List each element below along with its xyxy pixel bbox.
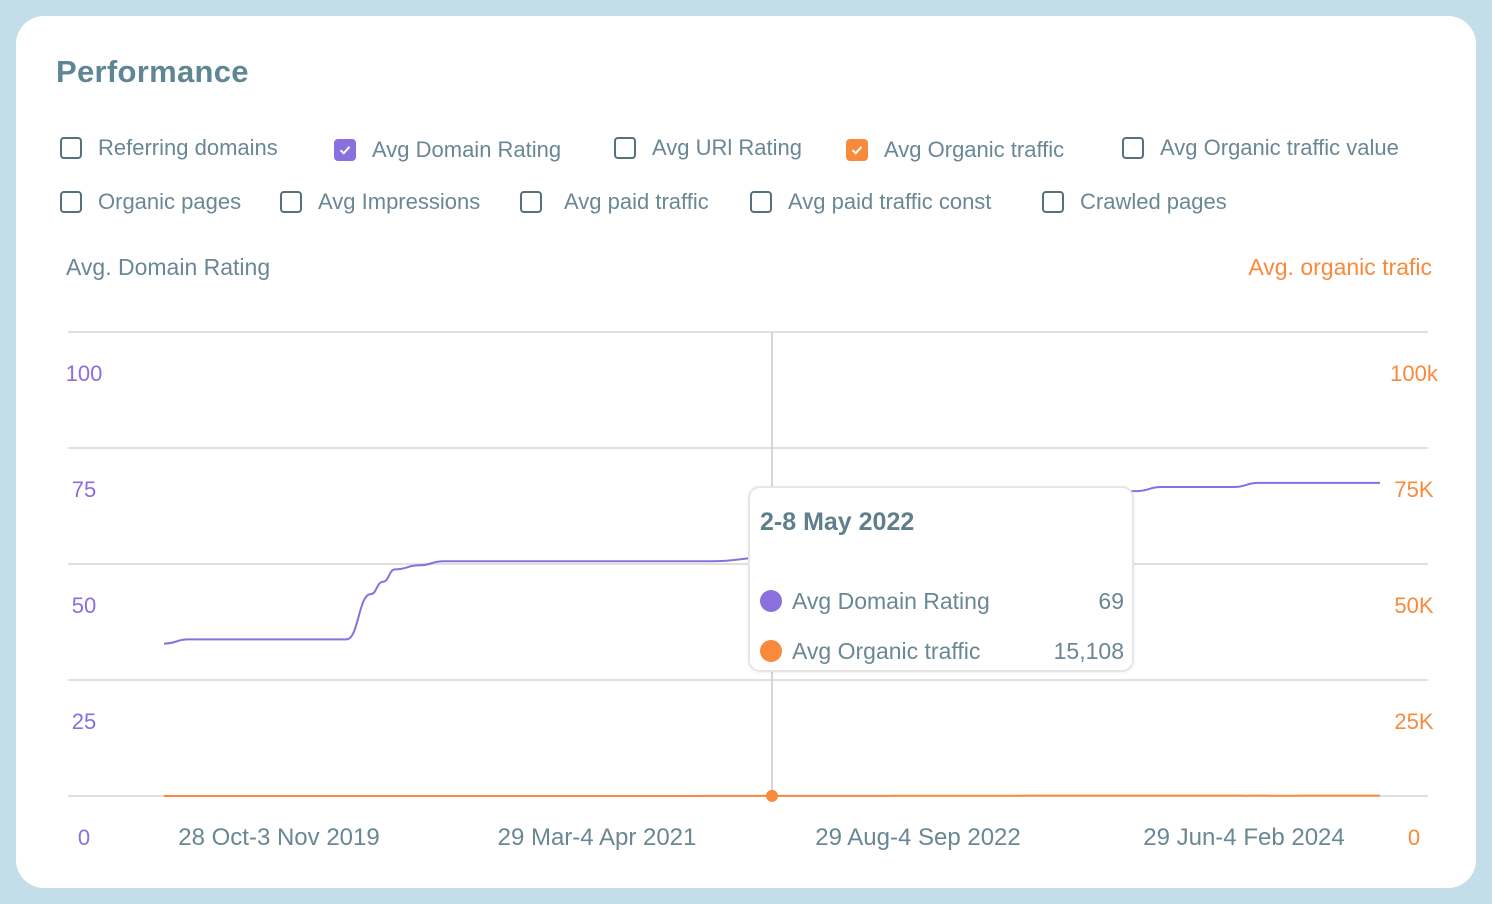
left-axis-title: Avg. Domain Rating — [66, 254, 271, 280]
metric-checkbox-avg-organic-traffic[interactable]: Avg Organic traffic — [846, 134, 1064, 166]
series-color-dot-icon — [760, 590, 782, 612]
metric-checkbox-avg-url-rating[interactable]: Avg URl Rating — [614, 132, 802, 164]
checked-checkbox-icon[interactable] — [846, 139, 868, 161]
right-axis-tick-label: 50K — [1394, 593, 1433, 618]
metric-checkbox-crawled-pages[interactable]: Crawled pages — [1042, 186, 1227, 218]
metric-checkbox-organic-pages[interactable]: Organic pages — [60, 186, 241, 218]
tooltip-label: Avg Organic traffic — [792, 637, 981, 664]
checkbox-icon[interactable] — [520, 191, 542, 213]
metric-checkbox-avg-organic-traffic-value[interactable]: Avg Organic traffic value — [1122, 132, 1399, 164]
x-axis-tick-label: 28 Oct-3 Nov 2019 — [178, 824, 379, 851]
metric-label: Crawled pages — [1080, 189, 1227, 214]
left-axis-tick-label: 50 — [72, 593, 96, 618]
metric-label: Referring domains — [98, 135, 278, 160]
hover-point-organic-traffic — [766, 789, 778, 802]
tooltip-row-organic-traffic: Avg Organic traffic 15,108 — [760, 634, 1124, 668]
left-axis-tick-label: 0 — [78, 825, 90, 850]
checkbox-icon[interactable] — [1122, 137, 1144, 159]
metric-checkbox-avg-domain-rating[interactable]: Avg Domain Rating — [334, 134, 561, 166]
right-axis-tick-label: 100k — [1390, 361, 1439, 386]
right-axis-tick-label: 25K — [1394, 709, 1433, 734]
metric-label: Avg paid traffic const — [788, 189, 992, 214]
metric-label: Avg Impressions — [318, 189, 481, 214]
metric-label: Avg Organic traffic value — [1160, 135, 1399, 160]
tooltip-value: 69 — [1098, 587, 1124, 614]
panel-title: Performance — [56, 54, 249, 89]
tooltip-value: 15,108 — [1053, 637, 1124, 664]
checkbox-icon[interactable] — [614, 137, 636, 159]
checkbox-icon[interactable] — [1042, 191, 1064, 213]
metric-checkbox-referring-domains[interactable]: Referring domains — [60, 132, 278, 164]
left-axis-tick-label: 25 — [72, 709, 96, 734]
checkbox-icon[interactable] — [280, 191, 302, 213]
x-axis-tick-label: 29 Mar-4 Apr 2021 — [498, 824, 697, 851]
right-axis-title: Avg. organic trafic — [1248, 254, 1432, 280]
checkbox-icon[interactable] — [750, 191, 772, 213]
metric-label: Avg paid traffic — [564, 189, 709, 214]
metric-label: Avg Domain Rating — [372, 137, 562, 162]
metric-label: Avg Organic traffic — [884, 137, 1065, 162]
metric-checkbox-avg-paid-traffic-const[interactable]: Avg paid traffic const — [750, 186, 991, 218]
chart-tooltip: 2-8 May 2022 Avg Domain Rating 69 Avg Or… — [748, 486, 1134, 672]
left-axis-tick-label: 100 — [66, 361, 103, 386]
tooltip-label: Avg Domain Rating — [792, 587, 990, 614]
metric-label: Organic pages — [98, 189, 242, 214]
metric-checkbox-avg-impressions[interactable]: Avg Impressions — [280, 186, 480, 218]
checkbox-icon[interactable] — [60, 191, 82, 213]
metric-checkbox-avg-paid-traffic[interactable]: Avg paid traffic — [520, 186, 709, 218]
series-color-dot-icon — [760, 640, 782, 662]
x-axis-tick-label: 29 Aug-4 Sep 2022 — [815, 824, 1021, 851]
checkbox-icon[interactable] — [60, 137, 82, 159]
right-axis-tick-label: 0 — [1408, 825, 1420, 850]
right-axis-tick-label: 75K — [1394, 477, 1433, 502]
left-axis-tick-label: 75 — [72, 477, 96, 502]
tooltip-row-domain-rating: Avg Domain Rating 69 — [760, 584, 1124, 618]
metric-label: Avg URl Rating — [652, 135, 802, 160]
x-axis-tick-label: 29 Jun-4 Feb 2024 — [1143, 824, 1344, 851]
tooltip-date: 2-8 May 2022 — [760, 508, 915, 536]
checked-checkbox-icon[interactable] — [334, 139, 356, 161]
performance-panel: Performance Referring domains Avg Domain… — [16, 16, 1476, 888]
